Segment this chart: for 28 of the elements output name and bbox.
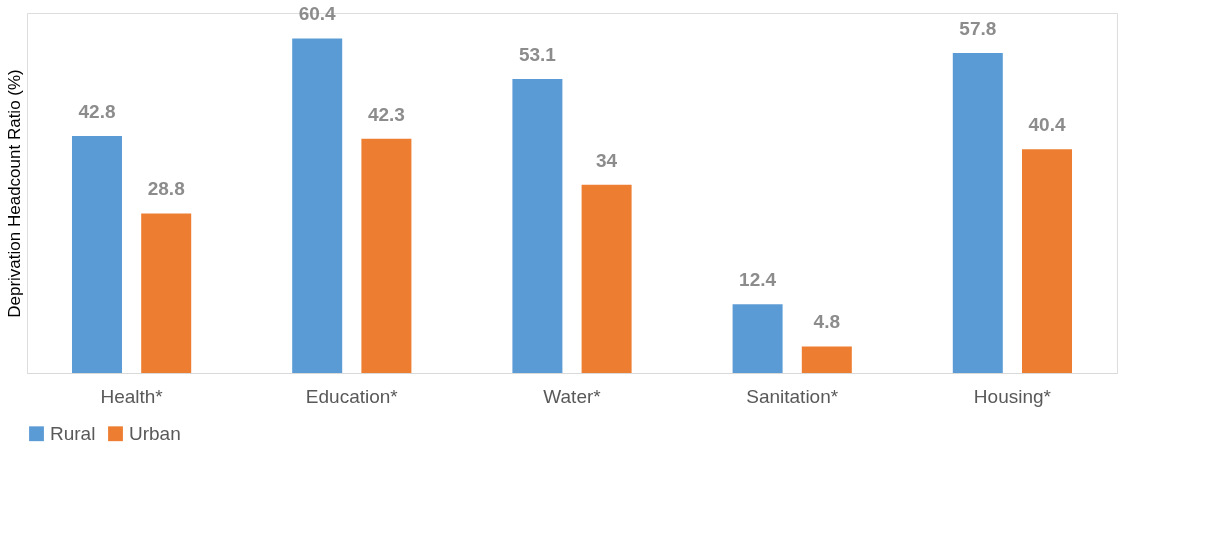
x-tick-label: Education*	[305, 385, 399, 407]
bar	[581, 184, 632, 373]
bar	[361, 138, 412, 373]
bar	[801, 346, 852, 373]
bar	[141, 213, 192, 373]
bar	[1022, 149, 1073, 373]
legend-label: Rural	[50, 422, 96, 444]
bar	[952, 52, 1003, 373]
data-label: 42.8	[78, 100, 116, 122]
data-label: 28.8	[147, 178, 185, 200]
data-label: 60.4	[298, 3, 337, 25]
legend-label: Urban	[129, 422, 181, 444]
data-label: 42.3	[367, 103, 405, 125]
data-label: 12.4	[739, 269, 777, 291]
bar	[732, 304, 783, 373]
x-tick-label: Water*	[543, 385, 602, 407]
data-label: 53.1	[518, 43, 557, 65]
data-label: 40.4	[1028, 114, 1066, 136]
data-label: 4.8	[813, 311, 841, 333]
bar	[71, 135, 122, 373]
bar	[512, 78, 563, 373]
x-tick-label: Housing*	[973, 385, 1052, 407]
data-label: 34	[596, 149, 618, 171]
x-tick-label: Health*	[100, 385, 164, 407]
data-label: 57.8	[959, 17, 997, 39]
y-axis-title: Deprivation Headcount Ratio (%)	[4, 69, 24, 318]
x-tick-label: Sanitation*	[746, 385, 839, 407]
bar	[292, 38, 343, 373]
